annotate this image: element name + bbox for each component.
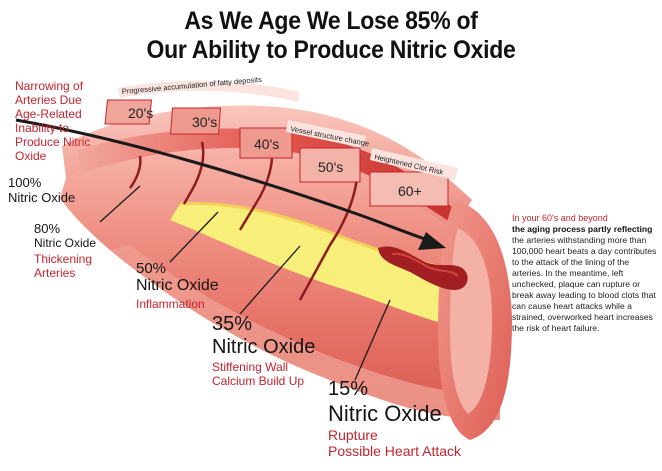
flow-arrow-line (15, 118, 429, 242)
leader-80 (99, 185, 141, 223)
plaque-band (170, 203, 470, 330)
stage-35: 35% Nitric Oxide Stiffening Wall Calcium… (212, 313, 315, 389)
stage-100-percent: 100% (8, 175, 42, 190)
side-body: the arteries withstanding more than 100,… (512, 235, 657, 333)
leader-50 (169, 211, 219, 263)
age-label-40: 40's (254, 136, 279, 152)
flow-arrow-head (418, 232, 446, 250)
age-band-30 (170, 107, 221, 135)
vessel-strip (286, 120, 366, 148)
page-title-line2: Our Ability to Produce Nitric Oxide (146, 36, 516, 64)
clot-blob (378, 246, 468, 290)
narrowing-note-line: Narrowing of (15, 79, 84, 93)
fatty-label: Progressive accumulation of fatty deposi… (121, 75, 262, 96)
stage-15: 15% Nitric Oxide Rupture Possible Heart … (328, 378, 461, 459)
stage-80-effect: Thickening Arteries (34, 251, 93, 280)
narrowing-note-line: Oxide (15, 149, 47, 163)
stage-50-no: Nitric Oxide (136, 277, 219, 295)
age-label-50: 50's (318, 159, 343, 175)
divider-1 (128, 155, 142, 189)
leader-15 (354, 299, 391, 381)
stage-35-effect2: Calcium Build Up (212, 373, 305, 388)
stage-100: 100% Nitric Oxide (8, 175, 76, 206)
narrowing-note-line: Produce Nitric (15, 135, 91, 149)
leader-lines (99, 185, 391, 381)
narrowing-note-line: Arteries Due (15, 93, 82, 107)
stage-50: 50% Nitric Oxide Inflammation (136, 260, 219, 311)
narrowing-note-line: Inability to (15, 121, 70, 135)
age-band-60 (369, 171, 449, 207)
stage-15-no: Nitric Oxide (328, 401, 442, 426)
narrowing-note: Narrowing of Arteries Due Age-Related In… (15, 79, 90, 163)
stage-100-no: Nitric Oxide (8, 189, 76, 205)
divider-2 (182, 141, 205, 205)
stage-15-percent: 15% (328, 378, 369, 400)
side-bold: the aging process partly reflecting (512, 224, 653, 234)
stage-50-effect: Inflammation (136, 296, 205, 311)
age-label-60: 60+ (398, 183, 422, 199)
clot-strip (370, 148, 458, 180)
stage-80: 80% Nitric Oxide Thickening Arteries (34, 221, 104, 280)
stage-50-percent: 50% (136, 260, 167, 277)
artery-lumen (78, 128, 455, 222)
stage-35-no: Nitric Oxide (212, 336, 316, 358)
stage-80-percent: 80% (34, 221, 61, 236)
age-label-20: 20's (128, 105, 153, 121)
age-band-20 (104, 99, 153, 125)
stage-35-effect: Stiffening Wall (212, 360, 289, 374)
side-description: In your 60's and beyond the aging proces… (512, 213, 658, 334)
clot-highlight (391, 252, 459, 277)
age-label-30: 30's (192, 114, 217, 130)
stage-15-effect2: Possible Heart Attack (328, 443, 462, 460)
stage-35-percent: 35% (212, 313, 253, 335)
artery-body (60, 149, 500, 421)
page-title-line1: As We Age We Lose 85% of (184, 7, 478, 35)
leader-35 (239, 245, 301, 315)
stage-80-no: Nitric Oxide (34, 235, 97, 250)
age-bands (104, 99, 449, 207)
stage-15-effect: Rupture (328, 427, 378, 444)
age-band-50 (299, 147, 361, 183)
narrowing-note-line: Age-Related (15, 107, 82, 121)
age-band-40 (239, 127, 293, 159)
fatty-strip (118, 80, 300, 102)
side-heading: In your 60's and beyond (512, 213, 608, 223)
